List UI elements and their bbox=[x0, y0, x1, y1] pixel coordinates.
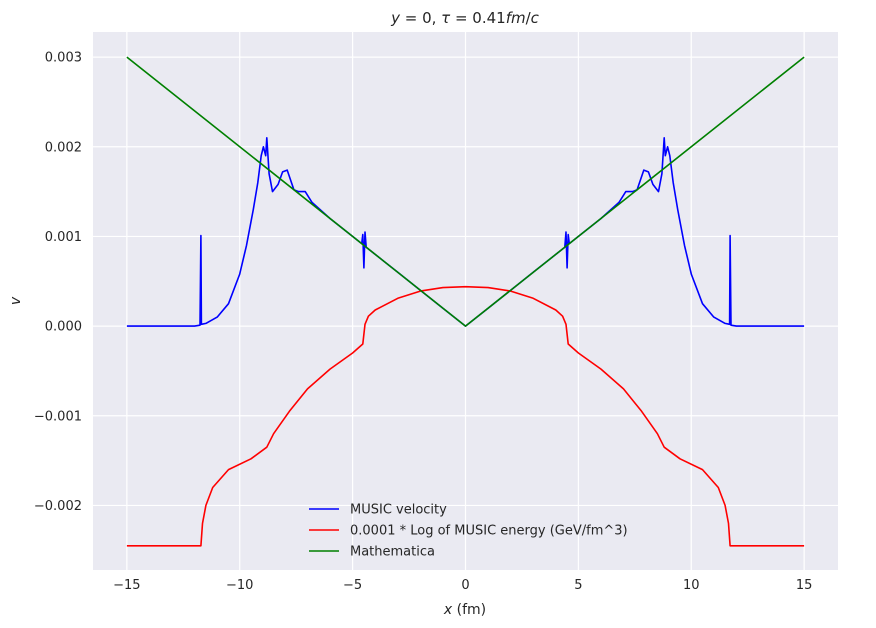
x-tick-label: −5 bbox=[343, 578, 362, 593]
x-tick-label: 15 bbox=[796, 578, 813, 593]
x-axis-label: x (fm) bbox=[443, 602, 486, 618]
tick-labels: −15 −10 −5 0 5 10 15 −0.002 −0.001 0.000 0.001 0.00… bbox=[34, 51, 813, 593]
x-tick-label: 0 bbox=[461, 578, 469, 593]
y-tick-label: 0.002 bbox=[45, 140, 82, 155]
y-tick-label: 0.001 bbox=[45, 230, 82, 245]
x-tick-label: −15 bbox=[113, 578, 140, 593]
legend: MUSIC velocity 0.0001 * Log of MUSIC ener… bbox=[309, 503, 628, 560]
legend-label: Mathematica bbox=[350, 545, 435, 560]
series-line-2 bbox=[126, 56, 805, 327]
series-line-1 bbox=[126, 285, 805, 547]
y-tick-label: 0.000 bbox=[45, 320, 82, 335]
x-tick-label: −10 bbox=[226, 578, 253, 593]
chart-title: y = 0, τ = 0.41fm/c bbox=[390, 9, 540, 27]
y-tick-label: −0.002 bbox=[34, 499, 82, 514]
series-lines bbox=[126, 56, 805, 547]
legend-label: MUSIC velocity bbox=[350, 503, 447, 518]
x-tick-label: 5 bbox=[574, 578, 582, 593]
legend-label: 0.0001 * Log of MUSIC energy (GeV/fm^3) bbox=[350, 524, 628, 539]
y-axis-label: v bbox=[8, 296, 24, 305]
y-tick-label: −0.001 bbox=[34, 409, 82, 424]
y-tick-label: 0.003 bbox=[45, 51, 82, 66]
x-tick-label: 10 bbox=[683, 578, 700, 593]
